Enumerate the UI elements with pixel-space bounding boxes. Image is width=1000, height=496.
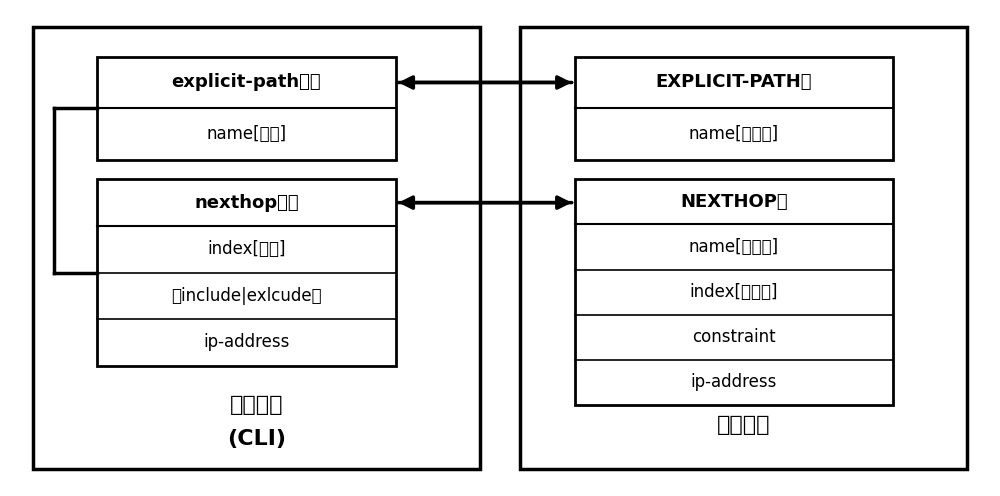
Text: （include|exlcude）: （include|exlcude） [171, 287, 322, 305]
Text: name[关键字]: name[关键字] [689, 125, 779, 143]
Bar [575, 57, 893, 160]
Text: explicit-path视图: explicit-path视图 [172, 73, 321, 91]
Text: NEXTHOP类: NEXTHOP类 [680, 193, 788, 211]
Bar [575, 180, 893, 405]
Text: 高级模型: 高级模型 [230, 395, 283, 415]
Bar [33, 27, 480, 469]
Text: index[关键字]: index[关键字] [689, 283, 778, 301]
Text: constraint: constraint [692, 328, 776, 346]
Text: name[关键字]: name[关键字] [689, 238, 779, 256]
Text: 低级模型: 低级模型 [717, 415, 770, 434]
Text: index[索引]: index[索引] [207, 240, 286, 258]
Text: (CLI): (CLI) [227, 429, 286, 449]
Text: EXPLICIT-PATH类: EXPLICIT-PATH类 [655, 73, 812, 91]
Bar [97, 180, 396, 366]
Text: nexthop视图: nexthop视图 [194, 193, 299, 212]
Bar [520, 27, 967, 469]
Text: ip-address: ip-address [691, 373, 777, 391]
Text: name[索引]: name[索引] [206, 125, 286, 143]
Text: ip-address: ip-address [203, 333, 290, 351]
Bar [97, 57, 396, 160]
